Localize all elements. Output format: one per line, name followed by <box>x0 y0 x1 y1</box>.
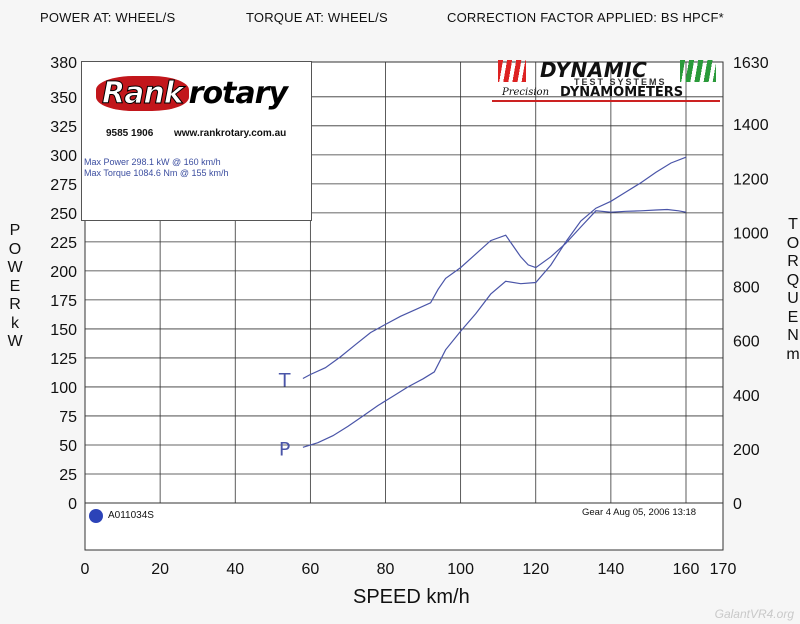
y-tick-label: 200 <box>50 264 77 281</box>
x-tick-label: 160 <box>673 561 700 578</box>
y-tick-label: 75 <box>59 409 77 426</box>
y2-tick-label: 1200 <box>733 171 769 188</box>
rank-rotary-logo-box: Rank rotary 9585 1906 www.rankrotary.com.… <box>81 61 312 221</box>
y-tick-label: 350 <box>50 90 77 107</box>
max-torque-text: Max Torque 1084.6 Nm @ 155 km/h <box>84 168 229 178</box>
axis-title-char: m <box>786 345 800 363</box>
dynamic-green-stripes <box>680 60 716 82</box>
y-tick-label: 250 <box>50 206 77 223</box>
dynamic-underline <box>492 100 720 102</box>
axis-title-char: R <box>787 253 799 270</box>
header-correction: CORRECTION FACTOR APPLIED: BS HPCF* <box>447 10 724 25</box>
y2-tick-label: 200 <box>733 442 760 459</box>
watermark: GalantVR4.org <box>714 607 794 621</box>
max-power-text: Max Power 298.1 kW @ 160 km/h <box>84 157 221 167</box>
y-tick-label: 325 <box>50 119 77 136</box>
y-tick-label: 0 <box>68 496 77 513</box>
axis-title-char: P <box>9 222 21 239</box>
y2-tick-label: 0 <box>733 496 742 513</box>
x-tick-label: 60 <box>301 561 319 578</box>
rank-rotary-logo: Rank rotary <box>96 76 288 112</box>
rank-url: www.rankrotary.com.au <box>174 128 287 139</box>
y-tick-label: 380 <box>50 55 77 72</box>
x-tick-label: 120 <box>522 561 549 578</box>
run-info: Gear 4 Aug 05, 2006 13:18 <box>582 507 697 518</box>
x-tick-label: 80 <box>377 561 395 578</box>
x-tick-label: 20 <box>151 561 169 578</box>
series-P-line <box>302 156 687 448</box>
axis-title-char: U <box>787 290 799 307</box>
y-tick-label: 300 <box>50 148 77 165</box>
axis-title-char: T <box>788 216 798 233</box>
y2-tick-label: 1000 <box>733 225 769 242</box>
axis-title-char: Q <box>786 271 800 289</box>
axis-title-char: W <box>7 333 23 350</box>
y2-tick-label: 1400 <box>733 117 769 134</box>
x-axis-title: SPEED km/h <box>353 586 470 608</box>
axis-title-char: R <box>9 296 21 313</box>
y2-tick-label: 1630 <box>733 55 769 72</box>
dynamic-name: DYNAMIC <box>540 58 648 82</box>
axis-title-char: O <box>786 234 800 252</box>
axis-title-char: k <box>11 314 19 332</box>
annotation-T: T <box>278 370 291 392</box>
x-tick-label: 170 <box>710 561 737 578</box>
dynamic-red-stripes <box>498 60 526 82</box>
x-tick-label: 0 <box>81 561 90 578</box>
axis-title-char: E <box>9 277 21 295</box>
dynamic-dynamometers: DYNAMOMETERS <box>560 85 684 100</box>
x-tick-label: 140 <box>598 561 625 578</box>
dynamic-sub: TEST SYSTEMS <box>574 77 667 87</box>
y-tick-label: 50 <box>59 438 77 455</box>
axis-title-char: N <box>787 327 799 344</box>
y2-tick-label: 400 <box>733 388 760 405</box>
annotation-P: P <box>279 438 290 460</box>
rank-phone: 9585 1906 <box>106 128 154 139</box>
axis-title-char: W <box>7 259 23 276</box>
dynamic-logo: DYNAMIC TEST SYSTEMS Precision DYNAMOMET… <box>492 58 722 102</box>
y-tick-label: 125 <box>50 351 77 368</box>
series-T-line <box>302 208 687 380</box>
y-tick-label: 25 <box>59 467 77 484</box>
header-torque: TORQUE AT: WHEEL/S <box>246 10 388 25</box>
rank-logo-part2: rotary <box>188 76 288 111</box>
y-tick-label: 225 <box>50 235 77 252</box>
y2-tick-label: 800 <box>733 280 760 297</box>
dynamic-precision: Precision <box>502 87 550 98</box>
y2-tick-label: 600 <box>733 334 760 351</box>
y-tick-label: 175 <box>50 293 77 310</box>
x-tick-label: 40 <box>226 561 244 578</box>
y-tick-label: 275 <box>50 177 77 194</box>
header-power: POWER AT: WHEEL/S <box>40 10 176 25</box>
y-tick-label: 100 <box>50 380 77 397</box>
run-dot-icon <box>89 509 103 523</box>
rank-logo-part1: Rank <box>96 76 189 112</box>
run-id: A011034S <box>108 510 154 521</box>
y-tick-label: 150 <box>50 322 77 339</box>
max-info: Max Power 298.1 kW @ 160 km/h Max Torque… <box>84 157 229 179</box>
x-tick-label: 100 <box>447 561 474 578</box>
axis-title-char: E <box>787 308 799 326</box>
axis-title-char: O <box>8 240 22 258</box>
